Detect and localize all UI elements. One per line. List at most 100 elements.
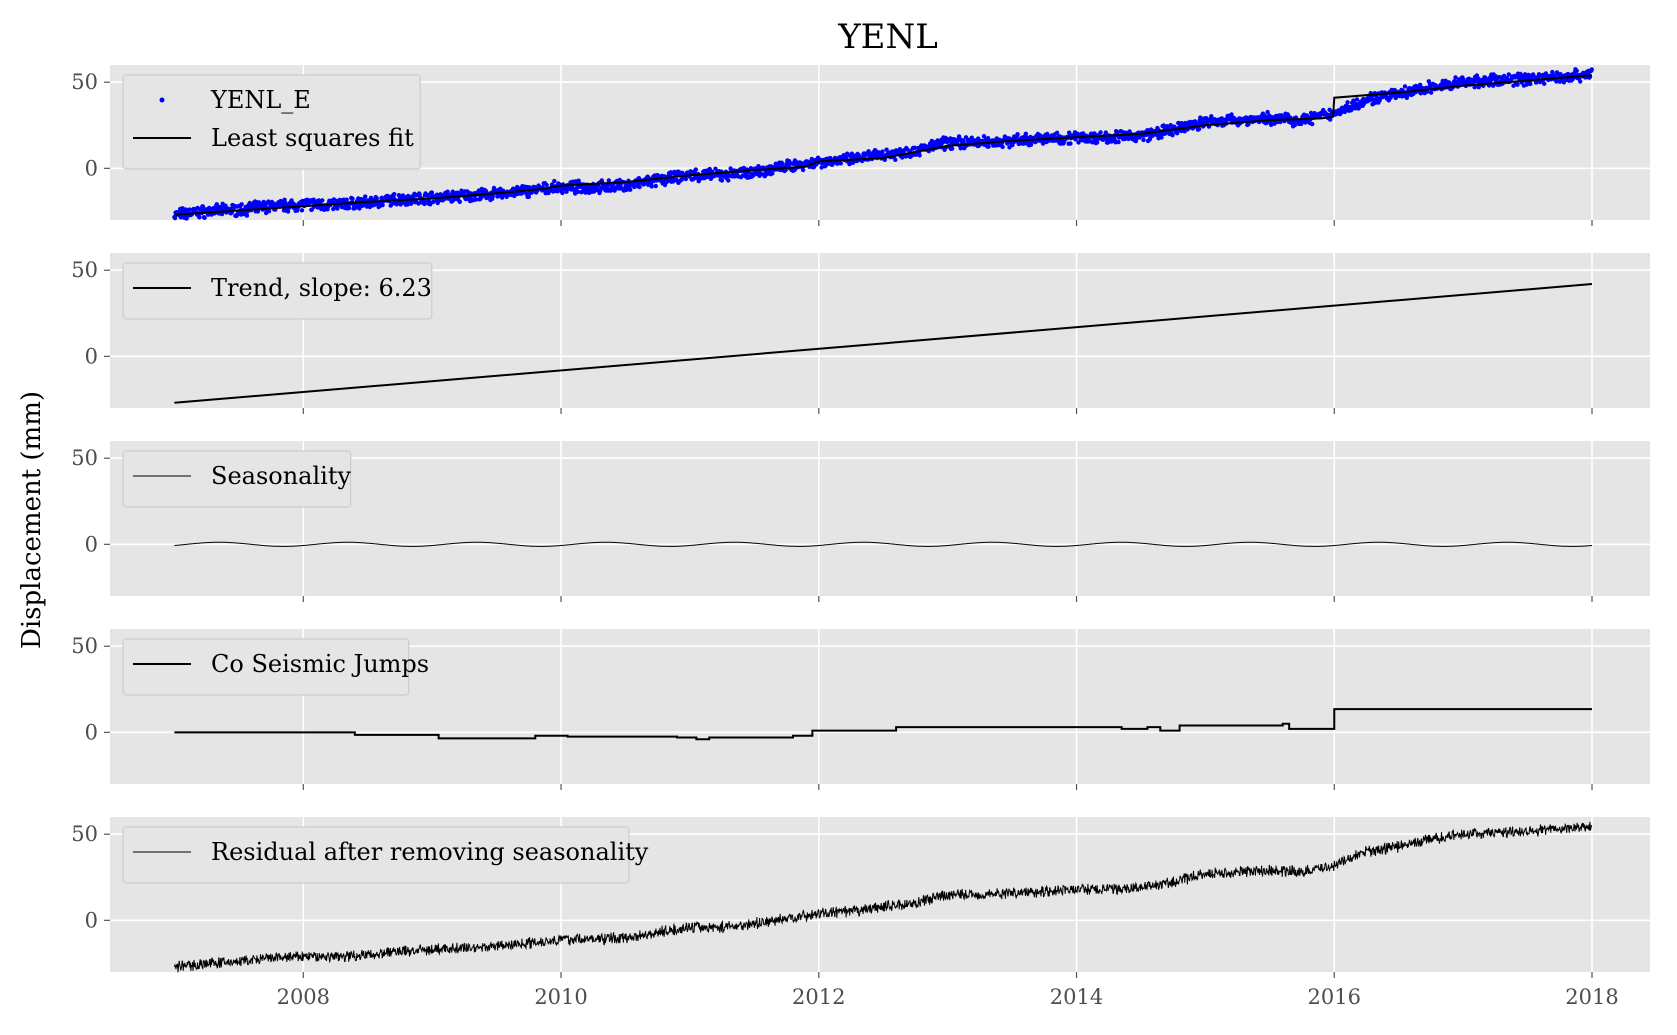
panel-5: 0 50 2008 2010 2012 2014 2016 2018 Residual afte…	[71, 817, 1650, 1009]
data-point	[958, 146, 963, 151]
data-point	[981, 134, 987, 139]
data-point	[1067, 130, 1072, 135]
data-point	[949, 146, 955, 151]
panel-3: 0 50 Seasonality	[71, 441, 1650, 602]
data-point	[780, 161, 785, 166]
data-point	[445, 189, 450, 194]
panel-4: 0 50 Co Seismic Jumps	[71, 629, 1650, 790]
data-point	[374, 196, 379, 201]
data-point	[599, 185, 604, 191]
y-tick-label: 0	[85, 344, 98, 368]
data-point	[266, 209, 272, 214]
y-tick-label: 50	[71, 634, 98, 658]
data-point	[1000, 144, 1005, 150]
data-point	[335, 206, 340, 211]
line-series	[174, 74, 1593, 216]
data-point	[843, 155, 849, 160]
legend-label: Trend, slope: 6.23	[211, 274, 432, 302]
legend: YENL_E Least squares fit	[122, 74, 421, 170]
data-point	[350, 196, 355, 201]
data-point	[828, 155, 833, 161]
data-point	[560, 190, 565, 196]
data-point	[512, 193, 517, 199]
y-tick-label: 0	[85, 156, 98, 180]
data-point	[429, 190, 435, 195]
data-point	[1472, 85, 1477, 90]
legend-marker	[159, 97, 165, 103]
legend-label: Seasonality	[211, 462, 351, 490]
data-point	[1310, 121, 1315, 127]
data-point	[1402, 84, 1408, 89]
data-point	[555, 189, 560, 194]
data-point	[1531, 72, 1536, 77]
legend-label: Co Seismic Jumps	[211, 650, 429, 678]
data-point	[344, 197, 349, 202]
legend: Trend, slope: 6.23	[122, 262, 433, 320]
plot-area	[110, 441, 1650, 596]
data-point	[1524, 82, 1530, 87]
data-point	[285, 209, 291, 214]
y-axis-label: Displacement (mm)	[17, 391, 47, 649]
data-point	[239, 202, 244, 207]
data-point	[1229, 112, 1234, 117]
data-point	[552, 178, 557, 184]
data-point	[1354, 97, 1360, 102]
line-series	[174, 283, 1593, 404]
data-point	[244, 213, 250, 218]
data-point	[880, 149, 885, 154]
residual-line	[173, 821, 1593, 973]
data-point	[1574, 68, 1579, 74]
data-point	[392, 192, 397, 197]
data-point	[693, 167, 698, 172]
data-point	[800, 167, 806, 173]
data-point	[719, 178, 725, 183]
data-point	[1453, 75, 1458, 80]
data-point	[202, 215, 207, 220]
chart-title: YENL	[837, 17, 938, 57]
panel-1: 0 50 YENL_E Least squares fit	[71, 65, 1650, 226]
data-point	[311, 197, 316, 202]
x-tick-label: 2010	[534, 985, 587, 1009]
legend: Seasonality	[122, 450, 352, 508]
data-point	[357, 206, 362, 211]
step-series-line	[174, 708, 1593, 741]
data-point	[575, 189, 581, 194]
data-point	[1265, 109, 1270, 115]
y-tick-label: 0	[85, 908, 98, 932]
data-point	[200, 204, 206, 209]
data-point	[261, 199, 266, 205]
y-tick-label: 50	[71, 258, 98, 282]
legend: Co Seismic Jumps	[122, 638, 429, 696]
legend-box	[122, 826, 630, 884]
data-point	[1515, 82, 1520, 87]
data-point	[917, 153, 922, 158]
data-point	[1098, 130, 1103, 135]
data-point	[628, 187, 633, 192]
data-point	[380, 202, 385, 208]
legend: Residual after removing seasonality	[122, 826, 649, 884]
data-point	[219, 211, 225, 217]
data-point	[422, 201, 427, 207]
y-tick-label: 50	[71, 70, 98, 94]
data-point	[1209, 114, 1214, 119]
data-point	[1345, 100, 1350, 105]
data-point	[1526, 72, 1531, 78]
data-point	[637, 184, 642, 190]
panel-2: 0 50 Trend, slope: 6.23	[71, 253, 1650, 414]
data-point	[1528, 81, 1533, 87]
data-point	[473, 197, 479, 202]
data-point	[1196, 126, 1202, 132]
data-point	[1292, 122, 1298, 128]
legend-box	[122, 638, 410, 696]
data-point	[363, 194, 368, 199]
y-tick-label: 50	[71, 822, 98, 846]
data-point	[726, 178, 731, 183]
data-point	[1268, 122, 1274, 128]
legend-box	[122, 450, 352, 508]
data-point	[1023, 131, 1028, 136]
data-point	[1351, 98, 1356, 103]
seasonality-line	[174, 541, 1593, 547]
data-point	[884, 147, 889, 152]
data-point	[1161, 123, 1167, 128]
data-point	[1542, 81, 1547, 86]
